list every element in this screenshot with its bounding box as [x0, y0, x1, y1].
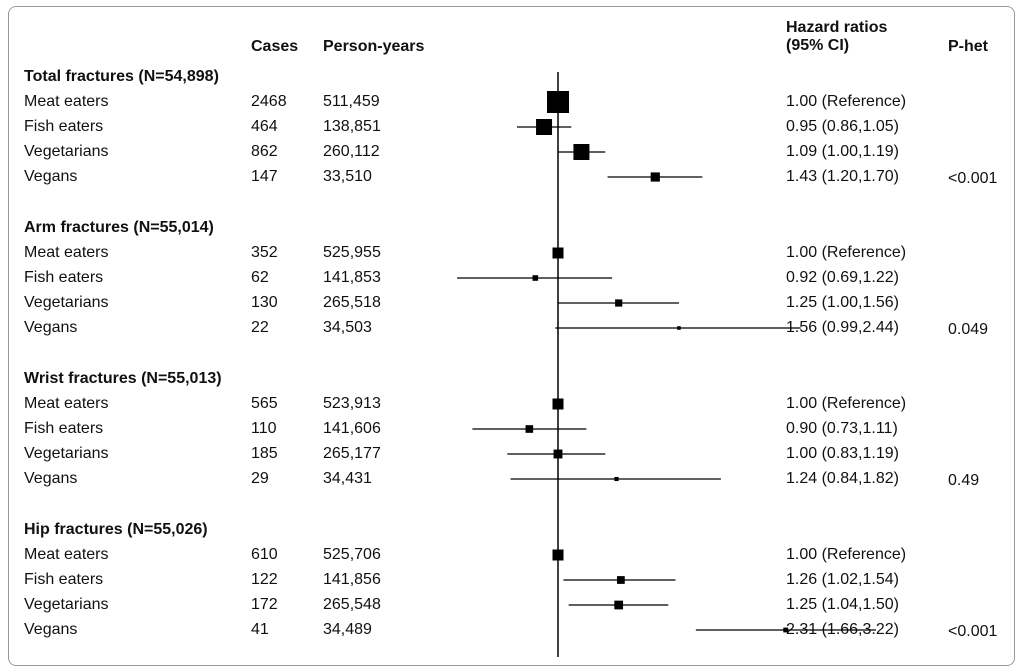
row-label: Vegetarians [24, 143, 109, 160]
group-title: Total fractures (N=54,898) [24, 68, 219, 85]
point-estimate [616, 576, 625, 584]
row-hazard-ratio: 1.00 (Reference) [786, 244, 907, 261]
row-cases: 41 [251, 621, 269, 638]
row-hazard-ratio: 0.95 (0.86,1.05) [786, 118, 899, 135]
row-cases: 185 [251, 445, 278, 462]
row-label: Vegans [24, 319, 78, 336]
row-person-years: 34,431 [323, 470, 372, 487]
row-label: Vegetarians [24, 596, 109, 613]
row-label: Vegans [24, 168, 78, 185]
row-label: Meat eaters [24, 395, 109, 412]
row-hazard-ratio: 1.43 (1.20,1.70) [786, 168, 899, 185]
row-label: Fish eaters [24, 269, 104, 286]
row-person-years: 141,853 [323, 269, 381, 286]
row-hazard-ratio: 1.00 (Reference) [786, 93, 907, 110]
header-hazard-ratios: Hazard ratios [786, 19, 888, 36]
row-person-years: 265,177 [323, 445, 381, 462]
row-cases: 172 [251, 596, 278, 613]
header-cases: Cases [251, 38, 299, 55]
row-person-years: 141,606 [323, 420, 381, 437]
row-person-years: 525,955 [323, 244, 381, 261]
point-estimate [614, 600, 624, 610]
header-ci: (95% CI) [786, 37, 850, 54]
row-hazard-ratio: 1.26 (1.02,1.54) [786, 571, 899, 588]
group-phet: <0.001 [948, 170, 998, 187]
row-person-years: 525,706 [323, 546, 381, 563]
point-estimate [573, 144, 590, 160]
row-hazard-ratio: 1.25 (1.00,1.56) [786, 294, 899, 311]
row-person-years: 141,856 [323, 571, 381, 588]
row-person-years: 260,112 [323, 143, 380, 160]
row-label: Vegans [24, 470, 78, 487]
row-person-years: 523,913 [323, 395, 381, 412]
row-hazard-ratio: 1.24 (0.84,1.82) [786, 470, 899, 487]
row-label: Vegans [24, 621, 78, 638]
row-cases: 122 [251, 571, 278, 588]
point-estimate [552, 247, 564, 259]
row-label: Fish eaters [24, 420, 104, 437]
row-label: Meat eaters [24, 93, 109, 110]
row-cases: 130 [251, 294, 278, 311]
row-person-years: 34,489 [323, 621, 372, 638]
row-hazard-ratio: 1.25 (1.04,1.50) [786, 596, 899, 613]
row-hazard-ratio: 1.00 (0.83,1.19) [786, 445, 899, 462]
row-cases: 62 [251, 269, 269, 286]
row-person-years: 138,851 [323, 118, 381, 135]
group-phet: <0.001 [948, 623, 998, 640]
header-phet: P-het [948, 38, 988, 55]
row-label: Fish eaters [24, 118, 104, 135]
row-hazard-ratio: 1.09 (1.00,1.19) [786, 143, 899, 160]
row-person-years: 265,548 [323, 596, 381, 613]
row-label: Meat eaters [24, 546, 109, 563]
row-hazard-ratio: 0.90 (0.73,1.11) [786, 420, 898, 437]
row-cases: 464 [251, 118, 278, 135]
row-cases: 22 [251, 319, 269, 336]
row-cases: 147 [251, 168, 278, 185]
row-person-years: 33,510 [323, 168, 372, 185]
row-hazard-ratio: 1.56 (0.99,2.44) [786, 319, 899, 336]
row-cases: 610 [251, 546, 278, 563]
row-person-years: 265,518 [323, 294, 381, 311]
point-estimate [650, 172, 660, 182]
row-cases: 565 [251, 395, 278, 412]
group-title: Arm fractures (N=55,014) [24, 219, 214, 236]
point-estimate [525, 425, 534, 433]
row-person-years: 34,503 [323, 319, 372, 336]
row-cases: 2468 [251, 93, 287, 110]
point-estimate [532, 275, 539, 281]
row-hazard-ratio: 1.00 (Reference) [786, 546, 907, 563]
row-label: Meat eaters [24, 244, 109, 261]
group-title: Wrist fractures (N=55,013) [24, 370, 222, 387]
group-title: Hip fractures (N=55,026) [24, 521, 208, 538]
row-cases: 110 [251, 420, 277, 437]
header-person-years: Person-years [323, 38, 425, 55]
row-hazard-ratio: 0.92 (0.69,1.22) [786, 269, 899, 286]
row-cases: 29 [251, 470, 269, 487]
point-estimate [783, 627, 789, 633]
row-label: Vegetarians [24, 445, 109, 462]
point-estimate [552, 398, 564, 410]
row-label: Vegetarians [24, 294, 109, 311]
point-estimate [553, 449, 563, 459]
figure-frame [8, 6, 1015, 666]
group-phet: 0.49 [948, 472, 980, 489]
point-estimate [536, 119, 553, 135]
row-label: Fish eaters [24, 571, 104, 588]
row-cases: 352 [251, 244, 278, 261]
row-hazard-ratio: 1.00 (Reference) [786, 395, 907, 412]
row-person-years: 511,459 [323, 93, 380, 110]
group-phet: 0.049 [948, 321, 989, 338]
point-estimate [547, 91, 569, 113]
point-estimate [615, 299, 623, 307]
point-estimate [677, 326, 681, 330]
point-estimate [614, 476, 619, 482]
row-cases: 862 [251, 143, 278, 160]
point-estimate [552, 549, 564, 561]
